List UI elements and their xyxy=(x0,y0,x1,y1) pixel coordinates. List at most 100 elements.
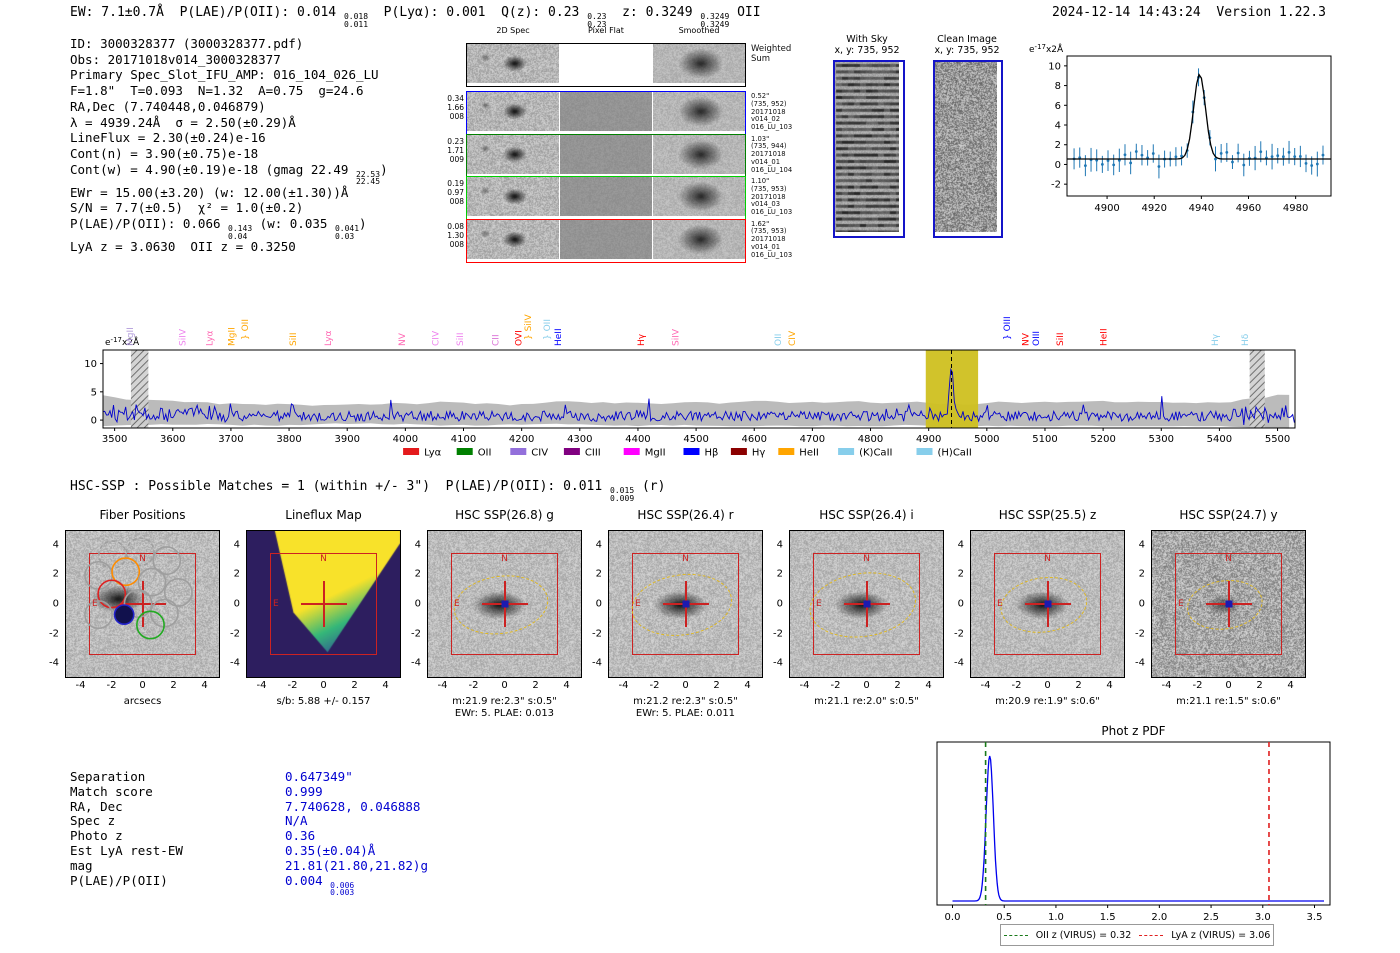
axis-tick-label: 2 xyxy=(894,680,901,691)
cutout-canvas xyxy=(467,44,559,83)
full-spectrum-chart: 0 5 10 3500 3600 3700 3800 3900 4000 4100 4200 4300… xyxy=(84,314,1296,459)
info-line: Primary Spec_Slot_IFU_AMP: 016_104_026_L… xyxy=(70,67,379,83)
report-timestamp: 2024-12-14 14:43:24 xyxy=(1052,5,1201,20)
spec2d-cutout-strip xyxy=(466,43,746,87)
spec2d-cutout xyxy=(467,44,559,86)
axis-tick-label: -2 xyxy=(830,680,841,691)
cutout-caption: s/b: 5.88 +/- 0.157 xyxy=(276,696,371,707)
legend-label: MgII xyxy=(645,448,666,459)
spec2d-info-line: 1.03" xyxy=(751,134,770,143)
cutout-panel-title: HSC SSP(26.8) g xyxy=(455,508,554,522)
axis-tick-label: 4 xyxy=(1138,539,1145,551)
spec2d-row-info: 1.62" (735, 953) 20171018 v014_01 016_LU_103 xyxy=(751,220,792,260)
compass-north: N xyxy=(1044,553,1051,564)
detection-marker xyxy=(1044,600,1051,608)
match-field-value: N/A xyxy=(285,813,308,829)
axis-tick-label: 4 xyxy=(201,680,208,691)
pixel-flat-cutout xyxy=(560,134,652,177)
spec2d-cutout xyxy=(467,219,559,262)
axis-tick-label: -4 xyxy=(1161,680,1172,691)
axis-tick-label: 0 xyxy=(682,680,689,691)
cutout-y-axis: 4 2 0 -2 -4 xyxy=(942,530,967,678)
svg-text:5300: 5300 xyxy=(1149,434,1174,445)
legend-label: HeII xyxy=(799,448,819,459)
axis-tick-label: -2 xyxy=(230,628,240,640)
pixel-flat-cutout xyxy=(560,44,652,86)
axis-tick-label: 0 xyxy=(1138,598,1145,610)
y-units-label: e-17x2Å xyxy=(1029,43,1064,55)
cutout-caption: m:20.9 re:1.9" s:0.6" xyxy=(995,696,1100,707)
error-band xyxy=(103,394,1290,429)
spectrum-errorbar-points xyxy=(1072,68,1325,179)
fiber-circle xyxy=(111,557,141,587)
with-sky-coords: x, y: 735, 952 xyxy=(834,45,900,56)
pixel-flat-cutout xyxy=(560,92,652,134)
info-line: RA,Dec (7.740448,0.046879) xyxy=(70,98,266,114)
cutout-canvas xyxy=(560,134,652,174)
match-field-label: mag xyxy=(70,857,93,873)
axis-tick-label: 2 xyxy=(351,680,358,691)
svg-text:5100: 5100 xyxy=(1032,434,1057,445)
svg-text:4960: 4960 xyxy=(1236,203,1261,214)
stacked-error-value: 0.018 0.011 xyxy=(343,12,369,29)
legend-label: LyA z (VIRUS) = 3.06 xyxy=(1171,929,1271,941)
extraction-box xyxy=(631,552,740,656)
masked-region xyxy=(1249,350,1265,428)
cutout-canvas xyxy=(560,219,652,259)
svg-text:4200: 4200 xyxy=(509,434,534,445)
compass-north: N xyxy=(1225,553,1232,564)
match-field-value: 0.004 0.006 0.003 xyxy=(285,872,355,898)
axis-tick-label: -4 xyxy=(411,657,421,669)
legend-label: CIV xyxy=(531,448,548,459)
axis-tick-label: 2 xyxy=(1075,680,1082,691)
fiber-circle xyxy=(97,579,127,609)
svg-text:0.0: 0.0 xyxy=(945,912,961,923)
emission-line-label: OVI xyxy=(515,330,525,346)
svg-text:4980: 4980 xyxy=(1283,203,1308,214)
axis-tick-label: -2 xyxy=(411,628,421,640)
svg-text:5400: 5400 xyxy=(1207,434,1232,445)
cutout-canvas xyxy=(560,177,652,216)
stacked-error-value: 0.23 0.23 xyxy=(587,12,607,29)
photz-frame xyxy=(936,741,1331,906)
axis-tick-label: 2 xyxy=(1138,568,1145,580)
fiber-circle xyxy=(163,577,193,607)
spec2d-weight-value: 0.19 xyxy=(447,179,464,188)
axis-tick-label: -4 xyxy=(256,680,267,691)
spec2d-weight-value: 1.71 xyxy=(447,145,464,155)
match-table-row: mag 21.81(21.80,21.82)g xyxy=(70,857,428,874)
spec2d-info-line: 016_LU_103 xyxy=(751,208,793,217)
clean-image-label: Clean Image xyxy=(937,34,997,45)
info-line: P(LAE)/P(OII): 0.066 0.143 0.04 (w: 0.035… xyxy=(70,216,367,241)
cutout-y-axis: 4 2 0 -2 -4 xyxy=(218,530,243,678)
legend-label: OII z (VIRUS) = 0.32 xyxy=(1035,929,1132,941)
spec2d-info-line: v014_01 xyxy=(751,157,781,166)
smoothed-cutout xyxy=(653,134,745,177)
spec2d-weight-value: 008 xyxy=(449,197,464,206)
axis-tick-label: -4 xyxy=(980,680,991,691)
axis-tick-label: 0 xyxy=(1044,680,1051,691)
cutout-x-axis: -4 -2 0 2 4 xyxy=(246,680,401,692)
cutout-caption: EWr: 5. PLAE: 0.011 xyxy=(635,708,736,719)
spec2d-cutout-strip xyxy=(466,176,746,220)
extraction-box xyxy=(450,552,559,656)
axis-tick-label: -2 xyxy=(1192,680,1203,691)
emission-line-label: SiII xyxy=(1056,332,1066,346)
axis-tick-label: 2 xyxy=(532,680,539,691)
spec2d-weight-labels: 0.08 1.30 008 xyxy=(447,222,464,249)
svg-text:3500: 3500 xyxy=(102,434,127,445)
emission-line-label: Lyα xyxy=(205,330,215,346)
axis-tick-label: 0 xyxy=(776,598,783,610)
svg-text:4300: 4300 xyxy=(567,434,592,445)
emission-line-label: SiIV xyxy=(179,328,189,346)
match-table-row: P(LAE)/P(OII) 0.004 0.006 0.003 xyxy=(70,872,428,898)
legend-dash-sample xyxy=(1139,934,1164,936)
spec2d-info-line: 20171018 xyxy=(751,192,786,201)
emission-line-label: OII xyxy=(774,334,784,346)
spec2d-info-line: v014_01 xyxy=(751,242,781,251)
detection-marker xyxy=(682,600,689,608)
match-field-label: Est LyA rest-EW xyxy=(70,842,183,858)
compass-east: E xyxy=(634,599,641,609)
spec2d-weight-value: 008 xyxy=(449,239,464,249)
